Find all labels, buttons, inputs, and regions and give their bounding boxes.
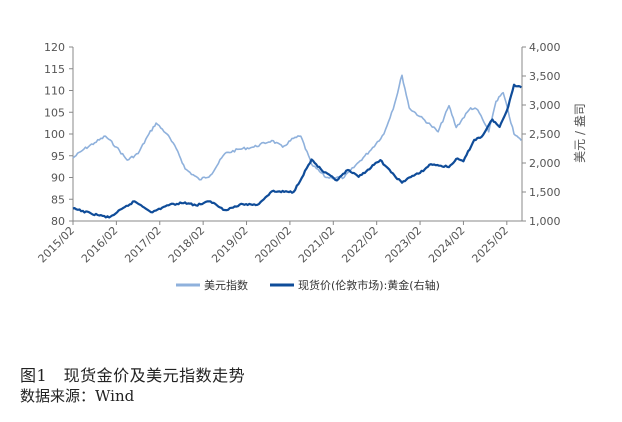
legend: 美元指数 现货价(伦敦市场):黄金(右轴) [176, 278, 440, 292]
right-tick-label: 3,000 [529, 99, 561, 112]
left-tick-label: 90 [51, 172, 65, 185]
left-tick-label: 80 [51, 215, 65, 228]
x-tick-label: 2015/02 [36, 224, 78, 266]
figure-title: 图1 现货金价及美元指数走势 [20, 366, 246, 385]
right-y-axis: 1,000 1,500 2,000 2,500 3,000 3,500 4,000 [521, 41, 561, 228]
x-tick-label: 2025/02 [469, 224, 511, 266]
legend-label-usd-index: 美元指数 [204, 278, 248, 292]
right-tick-label: 3,500 [529, 70, 561, 83]
x-tick-label: 2020/02 [253, 224, 295, 266]
x-tick-label: 2019/02 [209, 224, 251, 266]
left-tick-label: 85 [51, 193, 65, 206]
x-tick-label: 2018/02 [166, 224, 208, 266]
left-tick-label: 110 [44, 85, 65, 98]
right-tick-label: 2,000 [529, 157, 561, 170]
chart: 80 85 90 95 100 105 110 115 120 1,000 1,500 2,000 2… [36, 41, 587, 292]
usd-index-line [72, 74, 522, 181]
right-tick-label: 1,000 [529, 215, 561, 228]
x-tick-label: 2017/02 [122, 224, 164, 266]
right-axis-label: 美元 / 盎司 [573, 103, 587, 163]
left-tick-label: 105 [44, 106, 65, 119]
left-tick-label: 120 [44, 41, 65, 54]
right-tick-label: 4,000 [529, 41, 561, 54]
x-tick-label: 2016/02 [79, 224, 121, 266]
left-tick-label: 100 [44, 128, 65, 141]
gold-price-line [72, 83, 523, 219]
plot-area [72, 74, 523, 219]
figure-source: 数据来源：Wind [20, 387, 135, 405]
x-tick-label: 2024/02 [426, 224, 468, 266]
x-tick-label: 2022/02 [339, 224, 381, 266]
legend-label-gold-price: 现货价(伦敦市场):黄金(右轴) [298, 278, 440, 292]
x-axis: 2015/02 2016/02 2017/02 2018/02 2019/02 2020/… [36, 220, 522, 266]
right-tick-label: 1,500 [529, 186, 561, 199]
right-tick-label: 2,500 [529, 128, 561, 141]
x-tick-label: 2021/02 [296, 224, 338, 266]
x-tick-label: 2023/02 [383, 224, 425, 266]
left-tick-label: 95 [51, 150, 65, 163]
left-y-axis: 80 85 90 95 100 105 110 115 120 [44, 41, 74, 228]
left-tick-label: 115 [44, 63, 65, 76]
